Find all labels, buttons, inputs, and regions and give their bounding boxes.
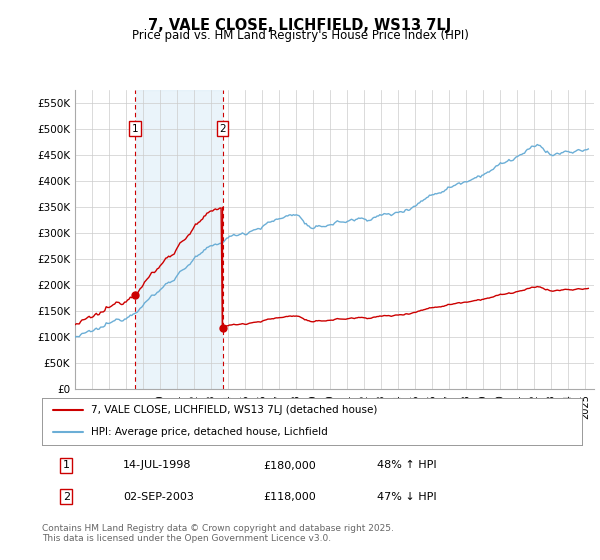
Text: 47% ↓ HPI: 47% ↓ HPI xyxy=(377,492,436,502)
Text: Price paid vs. HM Land Registry's House Price Index (HPI): Price paid vs. HM Land Registry's House … xyxy=(131,29,469,42)
Text: 02-SEP-2003: 02-SEP-2003 xyxy=(123,492,194,502)
Text: 7, VALE CLOSE, LICHFIELD, WS13 7LJ: 7, VALE CLOSE, LICHFIELD, WS13 7LJ xyxy=(148,18,452,33)
Text: £118,000: £118,000 xyxy=(263,492,316,502)
Text: 2: 2 xyxy=(63,492,70,502)
Text: 14-JUL-1998: 14-JUL-1998 xyxy=(123,460,191,470)
Text: 48% ↑ HPI: 48% ↑ HPI xyxy=(377,460,436,470)
Text: £180,000: £180,000 xyxy=(263,460,316,470)
Text: 7, VALE CLOSE, LICHFIELD, WS13 7LJ (detached house): 7, VALE CLOSE, LICHFIELD, WS13 7LJ (deta… xyxy=(91,405,377,416)
Text: HPI: Average price, detached house, Lichfield: HPI: Average price, detached house, Lich… xyxy=(91,427,328,437)
Text: 2: 2 xyxy=(219,124,226,133)
Text: 1: 1 xyxy=(63,460,70,470)
Text: Contains HM Land Registry data © Crown copyright and database right 2025.
This d: Contains HM Land Registry data © Crown c… xyxy=(42,524,394,543)
Text: 1: 1 xyxy=(132,124,139,133)
